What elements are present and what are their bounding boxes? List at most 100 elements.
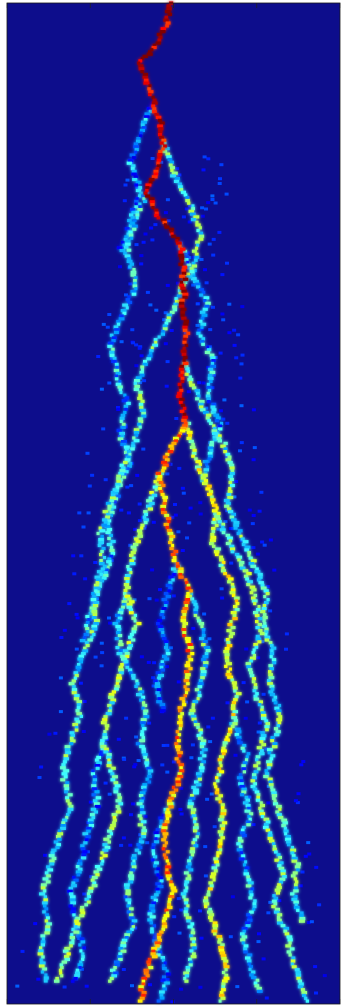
heatmap-cell (182, 292, 189, 296)
heatmap-cell (164, 820, 170, 824)
heatmap-noise-cell (307, 852, 312, 856)
heatmap-cell (184, 979, 189, 983)
heatmap-cell (68, 804, 74, 809)
heatmap-cell (118, 608, 124, 612)
heatmap-cell (159, 822, 165, 826)
heatmap-cell (142, 72, 148, 77)
heatmap-cell (46, 922, 52, 926)
heatmap-cell (65, 781, 70, 785)
heatmap-cell (192, 940, 196, 944)
heatmap-cell (99, 559, 103, 563)
heatmap-cell (184, 974, 190, 978)
heatmap-cell (134, 276, 138, 280)
heatmap-noise-cell (122, 757, 127, 761)
heatmap-cell (76, 873, 81, 877)
heatmap-cell (247, 580, 253, 584)
heatmap-cell (196, 285, 201, 289)
heatmap-cell (219, 848, 223, 852)
heatmap-cell (283, 826, 287, 830)
heatmap-cell (269, 693, 275, 697)
heatmap-cell (74, 694, 80, 698)
heatmap-cell (177, 434, 181, 438)
heatmap-cell (230, 547, 236, 551)
heatmap-cell (214, 791, 220, 795)
heatmap-cell (119, 416, 125, 420)
heatmap-cell (48, 854, 55, 858)
heatmap-cell (183, 871, 189, 875)
heatmap-cell (171, 171, 178, 175)
heatmap-cell (69, 898, 76, 902)
heatmap-cell (117, 437, 124, 441)
heatmap-cell (102, 854, 108, 858)
heatmap-cell (128, 265, 132, 269)
heatmap-noise-cell (138, 345, 143, 349)
heatmap-cell (166, 972, 171, 976)
heatmap-cell (207, 376, 214, 380)
heatmap-cell (152, 107, 157, 111)
heatmap-cell (178, 763, 184, 767)
heatmap-cell (226, 644, 233, 648)
heatmap-cell (203, 896, 208, 900)
heatmap-cell (145, 186, 150, 190)
heatmap-cell (121, 605, 125, 609)
heatmap-cell (206, 893, 211, 897)
heatmap-noise-cell (131, 802, 136, 806)
heatmap-cell (116, 676, 122, 680)
heatmap-noise-cell (151, 676, 156, 680)
heatmap-cell (141, 993, 146, 997)
heatmap-cell (195, 397, 200, 401)
heatmap-noise-cell (314, 865, 319, 869)
heatmap-cell (120, 413, 126, 417)
heatmap-cell (143, 191, 148, 195)
heatmap-cell (162, 832, 169, 836)
heatmap-cell (217, 520, 222, 524)
heatmap-cell (214, 860, 219, 864)
heatmap-cell (193, 791, 199, 795)
heatmap-cell (165, 814, 172, 818)
heatmap-cell (123, 445, 130, 449)
heatmap-cell (168, 581, 173, 585)
heatmap-cell (193, 723, 200, 727)
heatmap-cell (147, 780, 152, 784)
heatmap-cell (187, 378, 194, 382)
heatmap-cell (120, 944, 127, 948)
heatmap-cell (285, 835, 291, 839)
heatmap-cell (187, 874, 191, 878)
heatmap-cell (134, 287, 138, 291)
heatmap-cell (85, 615, 90, 619)
heatmap-noise-cell (135, 473, 140, 477)
heatmap-cell (105, 521, 110, 526)
heatmap-cell (159, 121, 165, 125)
heatmap-cell (191, 277, 197, 281)
heatmap-noise-cell (180, 549, 185, 552)
heatmap-cell (281, 824, 286, 828)
heatmap-cell (218, 434, 222, 438)
heatmap-path (180, 592, 211, 983)
heatmap-cell (241, 834, 247, 838)
heatmap-noise-cell (188, 506, 193, 510)
heatmap-noise-cell (306, 921, 311, 925)
heatmap-cell (114, 328, 120, 332)
heatmap-cell (200, 667, 206, 671)
heatmap-cell (82, 832, 89, 836)
heatmap-cell (122, 243, 127, 247)
heatmap-cell (258, 575, 263, 579)
heatmap-cell (217, 937, 223, 941)
heatmap-cell (128, 643, 133, 648)
heatmap-cell (182, 325, 188, 329)
heatmap-cell (264, 725, 270, 729)
heatmap-cell (147, 957, 152, 961)
heatmap-cell (293, 905, 300, 910)
heatmap-cell (103, 715, 108, 719)
heatmap-cell (241, 767, 246, 771)
heatmap-cell (64, 787, 70, 791)
heatmap-cell (165, 817, 169, 821)
heatmap-cell (219, 991, 224, 995)
heatmap-cell (215, 416, 221, 420)
heatmap-cell (119, 419, 123, 423)
heatmap-cell (127, 300, 133, 304)
heatmap-cell (150, 203, 155, 207)
heatmap-cell (123, 663, 130, 667)
heatmap-cell (118, 649, 125, 653)
heatmap-noise-cell (121, 968, 126, 971)
